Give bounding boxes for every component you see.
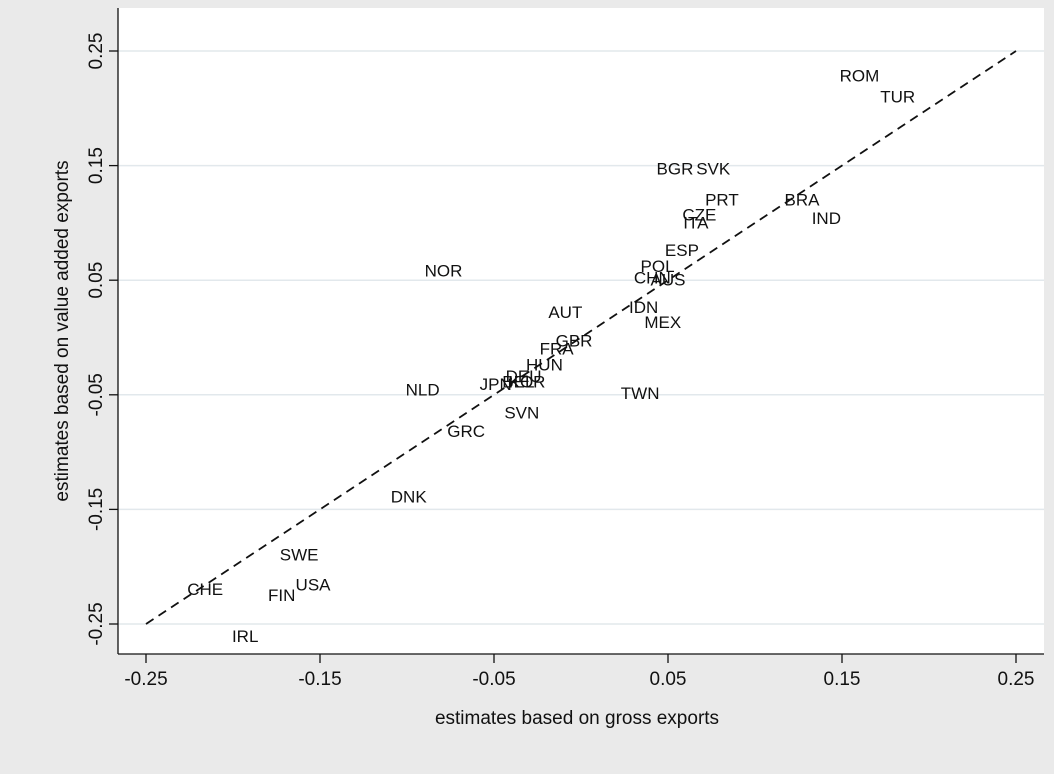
point-label-nor: NOR bbox=[425, 262, 463, 281]
point-label-fin: FIN bbox=[268, 586, 295, 605]
point-label-che: CHE bbox=[187, 580, 223, 599]
y-tick-label: 0.25 bbox=[86, 33, 107, 70]
point-label-kor: KOR bbox=[509, 373, 546, 392]
point-label-irl: IRL bbox=[232, 627, 258, 646]
point-label-bel: BEL bbox=[502, 373, 534, 392]
y-tick-label: -0.05 bbox=[86, 373, 107, 416]
point-label-bra: BRA bbox=[784, 190, 820, 209]
x-tick-label: -0.15 bbox=[298, 669, 341, 690]
point-label-fra: FRA bbox=[540, 339, 575, 358]
point-label-deu: DEU bbox=[506, 367, 542, 386]
y-tick-label: 0.15 bbox=[86, 147, 107, 184]
point-label-twn: TWN bbox=[621, 384, 660, 403]
point-label-pol: POL bbox=[641, 257, 675, 276]
point-label-gbr: GBR bbox=[556, 331, 593, 350]
point-label-dnk: DNK bbox=[391, 487, 428, 506]
point-label-aut: AUT bbox=[548, 303, 582, 322]
point-label-idn: IDN bbox=[629, 298, 658, 317]
point-label-swe: SWE bbox=[280, 546, 319, 565]
point-label-prt: PRT bbox=[705, 190, 739, 209]
point-label-grc: GRC bbox=[447, 422, 485, 441]
point-label-nld: NLD bbox=[406, 381, 440, 400]
point-label-chn: CHN bbox=[634, 268, 671, 287]
point-label-hun: HUN bbox=[526, 356, 563, 375]
point-label-svn: SVN bbox=[504, 404, 539, 423]
x-tick-label: 0.25 bbox=[998, 669, 1035, 690]
y-tick-label: -0.15 bbox=[86, 488, 107, 531]
plot-area bbox=[118, 8, 1044, 654]
x-tick-label: -0.25 bbox=[124, 669, 167, 690]
y-tick-label: 0.05 bbox=[86, 262, 107, 299]
point-label-svk: SVK bbox=[696, 160, 731, 179]
point-label-mex: MEX bbox=[644, 313, 681, 332]
point-label-rom: ROM bbox=[840, 67, 880, 86]
x-tick-label: 0.05 bbox=[650, 669, 687, 690]
reference-line bbox=[145, 50, 1017, 625]
y-tick-label: -0.25 bbox=[86, 602, 107, 645]
x-tick-label: 0.15 bbox=[824, 669, 861, 690]
y-axis-title: estimates based on value added exports bbox=[52, 160, 73, 501]
point-label-usa: USA bbox=[296, 576, 332, 595]
point-label-jpn: JPN bbox=[480, 375, 512, 394]
x-tick-label: -0.05 bbox=[472, 669, 515, 690]
axes: -0.25 -0.15 -0.05 0.05 0.15 0.25 -0.25 -0.15 -0.… bbox=[86, 8, 1044, 690]
point-label-ita: ITA bbox=[683, 213, 709, 232]
point-label-tur: TUR bbox=[880, 87, 915, 106]
point-label-aus: AUS bbox=[651, 271, 686, 290]
grid-lines bbox=[118, 50, 1044, 625]
x-axis-title: estimates based on gross exports bbox=[435, 708, 719, 729]
point-label-cze: CZE bbox=[682, 205, 716, 224]
point-label-ind: IND bbox=[812, 209, 841, 228]
reference-line-group bbox=[145, 50, 1017, 625]
point-label-esp: ESP bbox=[665, 241, 699, 260]
point-label-bgr: BGR bbox=[657, 160, 694, 179]
